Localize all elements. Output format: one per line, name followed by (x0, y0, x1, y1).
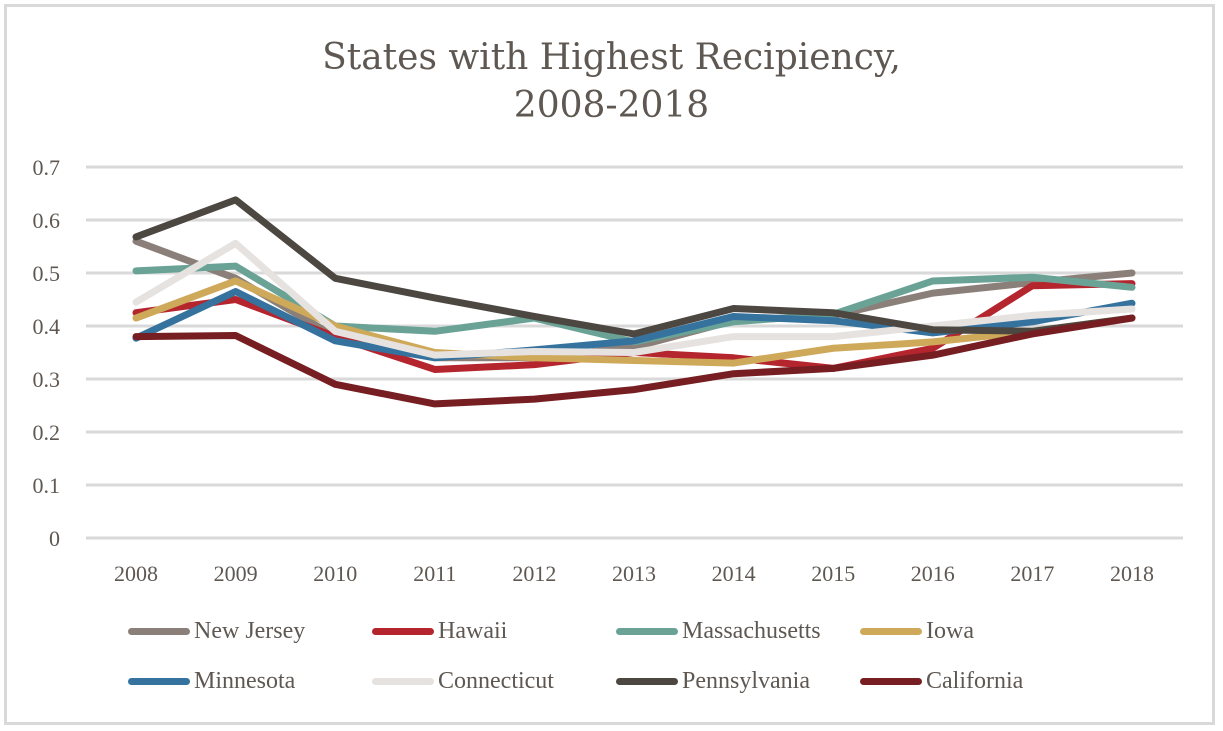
y-tick-label: 0.2 (33, 420, 61, 445)
y-tick-label: 0.5 (33, 261, 61, 286)
legend-item-new-jersey: New Jersey (128, 614, 305, 648)
x-tick-label: 2015 (811, 561, 855, 586)
y-tick-label: 0.6 (33, 208, 61, 233)
legend-label: Hawaii (438, 617, 508, 644)
x-tick-label: 2009 (214, 561, 258, 586)
legend-label: Pennsylvania (682, 667, 810, 694)
chart-title: States with Highest Recipiency, 2008-201… (0, 34, 1223, 130)
legend-item-pennsylvania: Pennsylvania (616, 664, 810, 698)
x-tick-label: 2017 (1010, 561, 1054, 586)
series-line-california (132, 314, 1136, 408)
legend-item-connecticut: Connecticut (372, 664, 554, 698)
series-line-new-jersey (132, 237, 1136, 362)
x-tick-label: 2016 (911, 561, 955, 586)
gridlines (86, 165, 1183, 540)
x-tick-label: 2008 (114, 561, 158, 586)
legend-swatch (128, 627, 190, 635)
legend-item-massachusetts: Massachusetts (616, 614, 821, 648)
legend-label: Massachusetts (682, 617, 821, 644)
chart-title-line-1: States with Highest Recipiency, (322, 37, 901, 78)
chart-frame (4, 4, 1215, 725)
x-tick-label: 2013 (612, 561, 656, 586)
y-tick-label: 0.4 (33, 314, 61, 339)
legend-swatch (128, 677, 190, 685)
series-line-connecticut (132, 239, 1136, 359)
chart-title-line-2: 2008-2018 (513, 85, 710, 126)
x-tick-label: 2014 (712, 561, 756, 586)
legend-item-hawaii: Hawaii (372, 614, 507, 648)
series-line-pennsylvania (132, 196, 1136, 338)
legend-swatch (372, 627, 434, 635)
x-tick-label: 2012 (512, 561, 556, 586)
legend-label: Iowa (926, 617, 974, 644)
x-tick-label: 2011 (413, 561, 456, 586)
y-tick-label: 0.3 (33, 367, 61, 392)
legend-swatch (616, 627, 678, 635)
legend-label: Connecticut (438, 667, 554, 694)
legend-item-california: California (860, 664, 1023, 698)
x-axis-ticks: 2008 2009 2010 2011 2012 2013 2014 2015 2016 2017… (114, 561, 1154, 586)
y-tick-label: 0.1 (33, 473, 61, 498)
y-tick-label: 0.7 (33, 155, 61, 180)
legend-swatch (372, 677, 434, 685)
legend-label: Minnesota (194, 667, 296, 694)
series-line-iowa (132, 277, 1136, 367)
legend-swatch (860, 627, 922, 635)
y-axis-ticks: 0 0.1 0.2 0.3 0.4 0.5 0.6 0.7 (33, 155, 61, 551)
y-tick-label: 0 (49, 526, 60, 551)
legend-item-iowa: Iowa (860, 614, 974, 648)
legend-label: New Jersey (194, 617, 306, 644)
legend-item-minnesota: Minnesota (128, 664, 295, 698)
legend-label: California (926, 667, 1024, 694)
series-lines (132, 196, 1136, 408)
legend-swatch (616, 677, 678, 685)
x-tick-label: 2018 (1110, 561, 1154, 586)
x-tick-label: 2010 (313, 561, 357, 586)
legend-swatch (860, 677, 922, 685)
